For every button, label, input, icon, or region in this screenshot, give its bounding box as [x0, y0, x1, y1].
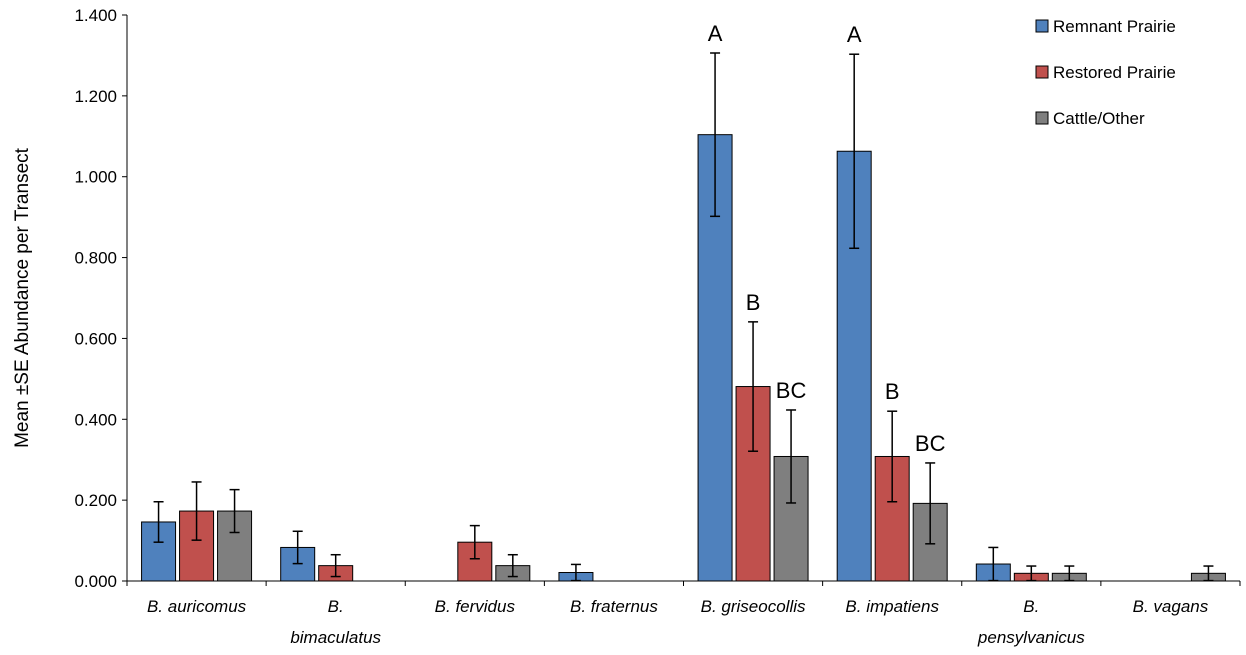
x-tick-label: B. impatiens: [845, 597, 939, 616]
bars: [141, 134, 1226, 582]
legend-label: Cattle/Other: [1053, 109, 1145, 128]
x-tick-label: B. fraternus: [570, 597, 658, 616]
legend: Remnant Prairie Restored Prairie Cattle/Ot…: [1035, 17, 1176, 128]
y-tick-label: 0.200: [74, 491, 117, 510]
x-tick-label: B. fervidus: [435, 597, 516, 616]
x-tick-label: pensylvanicus: [977, 628, 1085, 647]
significance-label: BC: [776, 378, 807, 403]
x-tick-label: B.: [328, 597, 344, 616]
significance-label: B: [746, 290, 761, 315]
y-tick-label: 1.000: [74, 168, 117, 187]
x-tick-label: B. auricomus: [147, 597, 247, 616]
legend-label: Restored Prairie: [1053, 63, 1176, 82]
significance-labels: A A B B BC BC: [708, 21, 946, 456]
significance-label: B: [885, 379, 900, 404]
significance-label: A: [847, 22, 862, 47]
y-tick-label: 0.400: [74, 410, 117, 429]
y-tick-label: 0.600: [74, 329, 117, 348]
error-bars: [153, 52, 1214, 582]
x-tick-labels: B. auricomus B. bimaculatus B. fervidus B. f…: [147, 597, 1209, 647]
legend-swatch: [1035, 111, 1049, 125]
y-tick-label: 1.400: [74, 6, 117, 25]
x-tick-label: B. vagans: [1133, 597, 1209, 616]
legend-swatch: [1035, 19, 1049, 33]
significance-label: A: [708, 21, 723, 46]
y-axis-title: Mean ±SE Abundance per Transect: [12, 147, 33, 448]
legend-label: Remnant Prairie: [1053, 17, 1176, 36]
y-tick-label: 0.000: [74, 572, 117, 591]
axes: 0.000 0.200 0.400 0.600 0.800 1.000 1.200 1.400: [74, 6, 1241, 591]
x-tick-label: B.: [1023, 597, 1039, 616]
significance-label: BC: [915, 431, 946, 456]
legend-swatch: [1035, 65, 1049, 79]
y-tick-label: 1.200: [74, 87, 117, 106]
y-tick-label: 0.800: [74, 249, 117, 268]
x-tick-label: B. griseocollis: [701, 597, 806, 616]
x-tick-label: bimaculatus: [290, 628, 381, 647]
